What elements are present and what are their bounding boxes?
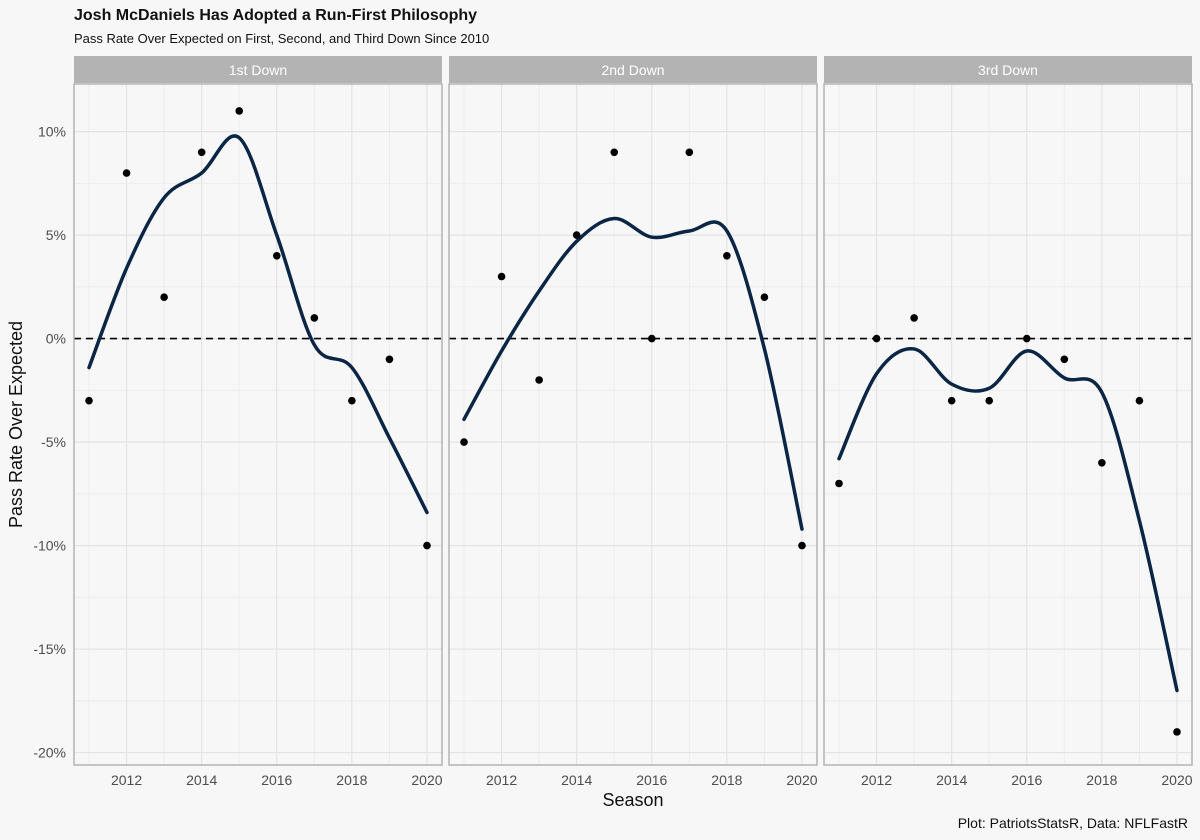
data-point bbox=[723, 252, 731, 260]
data-point bbox=[647, 334, 656, 343]
x-tick-label: 2016 bbox=[261, 772, 292, 788]
smooth-trend-line bbox=[837, 347, 1179, 693]
y-tick-label: -5% bbox=[41, 434, 66, 450]
y-axis-label: Pass Rate Over Expected bbox=[6, 321, 26, 528]
x-tick-label: 2018 bbox=[336, 772, 367, 788]
data-point bbox=[85, 396, 93, 405]
x-tick-label: 2014 bbox=[936, 772, 967, 788]
x-tick-label: 2012 bbox=[861, 772, 892, 788]
data-point bbox=[535, 376, 543, 384]
data-point bbox=[385, 355, 394, 364]
y-tick-label: -15% bbox=[33, 641, 66, 657]
data-point bbox=[423, 541, 431, 550]
x-tick-label: 2016 bbox=[1011, 772, 1042, 788]
data-point bbox=[985, 396, 994, 405]
facet-strip bbox=[449, 56, 817, 83]
chart-caption: Plot: PatriotsStatsR, Data: NFLFastR bbox=[957, 815, 1188, 831]
data-point bbox=[835, 479, 843, 488]
data-point bbox=[1060, 355, 1069, 364]
data-point bbox=[1135, 396, 1144, 405]
x-tick-label: 2018 bbox=[1086, 772, 1117, 788]
y-tick-label: -10% bbox=[33, 538, 66, 554]
panel-border bbox=[448, 83, 818, 766]
facet-strip bbox=[824, 56, 1192, 83]
panel-border bbox=[823, 83, 1193, 766]
y-tick-label: 0% bbox=[46, 331, 66, 347]
x-axis-label: Season bbox=[602, 790, 663, 810]
facet-label: 1st Down bbox=[229, 62, 287, 78]
facet-strip bbox=[74, 56, 442, 83]
data-point bbox=[272, 252, 281, 260]
data-point bbox=[497, 272, 506, 281]
data-point bbox=[610, 148, 619, 157]
x-tick-label: 2018 bbox=[711, 772, 742, 788]
facet-label: 3rd Down bbox=[978, 62, 1038, 78]
data-point bbox=[760, 293, 769, 302]
data-point bbox=[872, 334, 881, 343]
data-point bbox=[235, 107, 244, 115]
y-tick-label: 5% bbox=[46, 227, 66, 243]
x-tick-label: 2020 bbox=[1161, 772, 1192, 788]
data-point bbox=[197, 148, 206, 157]
data-point bbox=[310, 314, 319, 322]
data-point bbox=[910, 314, 918, 322]
y-tick-label: -20% bbox=[33, 745, 66, 761]
data-point bbox=[947, 396, 956, 405]
data-point bbox=[1022, 334, 1031, 343]
x-tick-label: 2016 bbox=[636, 772, 667, 788]
data-point bbox=[348, 396, 356, 405]
y-tick-label: 10% bbox=[38, 124, 66, 140]
x-tick-label: 2012 bbox=[111, 772, 142, 788]
smooth-trend-line bbox=[87, 134, 429, 515]
data-point bbox=[160, 293, 168, 302]
x-tick-label: 2014 bbox=[186, 772, 217, 788]
panel-border bbox=[73, 83, 443, 766]
x-tick-label: 2020 bbox=[786, 772, 817, 788]
data-point bbox=[1173, 728, 1181, 736]
smooth-trend-line bbox=[462, 216, 804, 531]
data-point bbox=[122, 169, 131, 177]
facet-label: 2nd Down bbox=[601, 62, 664, 78]
data-point bbox=[798, 541, 806, 550]
data-point bbox=[685, 148, 694, 157]
data-point bbox=[572, 231, 581, 239]
x-tick-label: 2012 bbox=[486, 772, 517, 788]
data-point bbox=[1098, 458, 1106, 467]
x-tick-label: 2014 bbox=[561, 772, 592, 788]
x-tick-label: 2020 bbox=[411, 772, 442, 788]
data-point bbox=[460, 438, 468, 446]
chart-title: Josh McDaniels Has Adopted a Run-First P… bbox=[74, 7, 478, 24]
chart-subtitle: Pass Rate Over Expected on First, Second… bbox=[74, 31, 490, 46]
